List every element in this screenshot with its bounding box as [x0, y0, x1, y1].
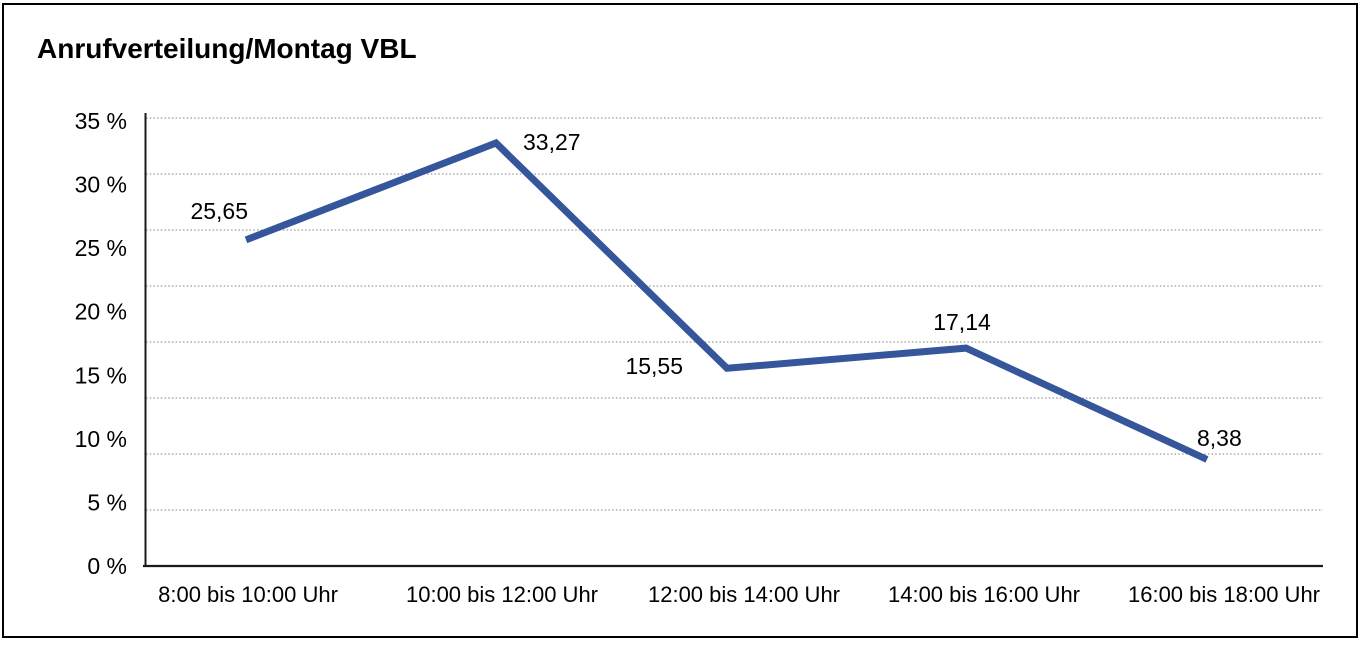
x-category-label: 12:00 bis 14:00 Uhr: [648, 582, 840, 607]
point-value-label: 8,38: [1197, 425, 1242, 451]
series-line: [244, 138, 1209, 463]
y-tick-label: 20 %: [75, 299, 127, 325]
y-tick-label: 35 %: [75, 108, 127, 134]
y-tick-label: 30 %: [75, 172, 127, 198]
chart-title: Anrufverteilung/Montag VBL: [37, 33, 417, 64]
point-value-label: 33,27: [523, 129, 581, 155]
y-tick-label: 5 %: [87, 489, 127, 515]
x-category-label: 14:00 bis 16:00 Uhr: [888, 582, 1080, 607]
point-value-label: 15,55: [625, 353, 683, 379]
y-tick-label: 15 %: [75, 362, 127, 388]
y-tick-label: 25 %: [75, 235, 127, 261]
x-category-label: 16:00 bis 18:00 Uhr: [1128, 582, 1320, 607]
x-category-label: 10:00 bis 12:00 Uhr: [406, 582, 598, 607]
point-value-label: 25,65: [190, 198, 248, 224]
y-tick-label: 0 %: [87, 553, 127, 579]
x-category-label: 8:00 bis 10:00 Uhr: [158, 582, 338, 607]
point-value-label: 17,14: [933, 309, 991, 335]
y-tick-label: 10 %: [75, 426, 127, 452]
